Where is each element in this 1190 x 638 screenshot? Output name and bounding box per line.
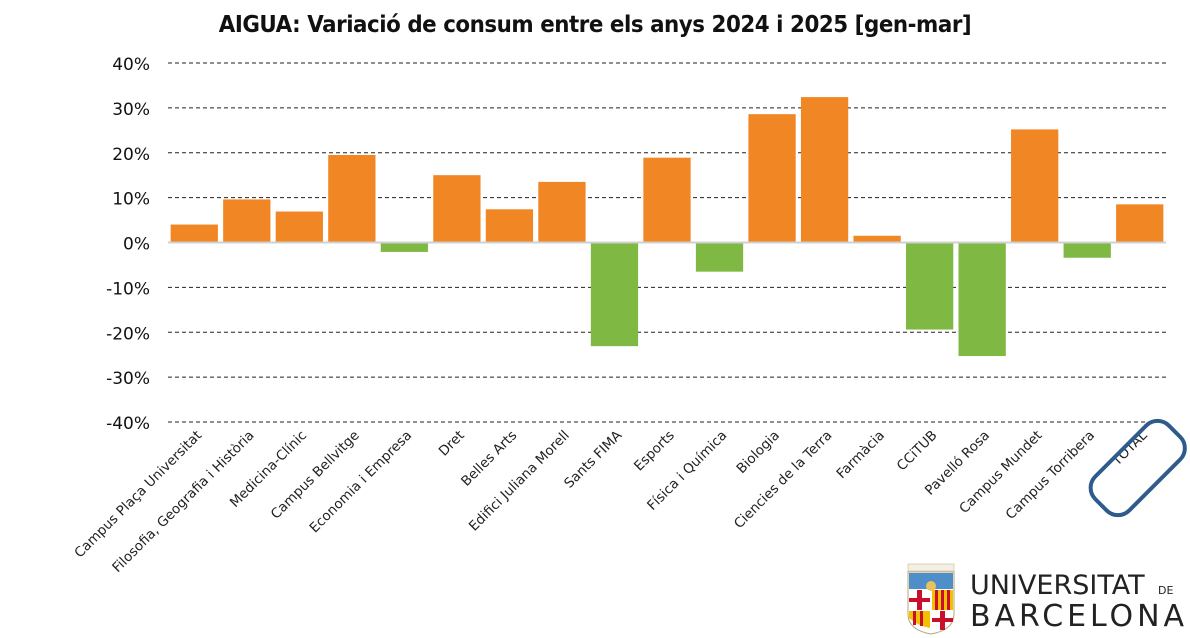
y-tick-label: 40% bbox=[112, 55, 150, 75]
bar bbox=[800, 97, 849, 243]
bar bbox=[275, 211, 323, 243]
x-tick-label: Economia i Empresa bbox=[307, 428, 416, 537]
bar bbox=[853, 235, 901, 243]
logo-line1-suffix: DE bbox=[1158, 584, 1173, 597]
bar bbox=[958, 242, 1006, 357]
bar bbox=[538, 181, 586, 243]
x-tick-label: Esports bbox=[631, 428, 678, 475]
chart-title: AIGUA: Variació de consum entre els anys… bbox=[218, 12, 972, 38]
x-tick-label: Sants FIMA bbox=[561, 427, 626, 492]
y-tick-label: -40% bbox=[106, 414, 150, 434]
x-tick-label: Farmàcia bbox=[833, 428, 887, 482]
logo-line2: BARCELONA bbox=[970, 599, 1184, 634]
bar bbox=[1011, 129, 1059, 243]
bar bbox=[223, 199, 271, 243]
logo-line1: UNIVERSITAT bbox=[970, 570, 1145, 601]
bar bbox=[643, 157, 691, 243]
x-tick-label: Campus Bellvitge bbox=[268, 428, 363, 523]
y-tick-label: 10% bbox=[112, 190, 150, 210]
total-highlight-outline bbox=[1088, 418, 1187, 518]
bar bbox=[485, 209, 534, 243]
bar bbox=[1063, 242, 1111, 258]
bar bbox=[170, 224, 218, 243]
bar bbox=[905, 242, 954, 330]
bar bbox=[433, 175, 481, 243]
bar bbox=[695, 242, 744, 272]
university-logo: UNIVERSITAT DE BARCELONA bbox=[907, 563, 1184, 635]
y-tick-label: 0% bbox=[123, 235, 150, 255]
x-tick-label: Ciencies de la Terra bbox=[731, 428, 835, 532]
bar bbox=[1116, 204, 1164, 243]
x-tick-label: CCiTUB bbox=[894, 428, 941, 475]
y-tick-label: -10% bbox=[106, 279, 150, 299]
x-tick-label: Campus Torribera bbox=[1003, 428, 1098, 523]
y-tick-label: -30% bbox=[106, 369, 150, 389]
bar bbox=[380, 242, 429, 252]
bar bbox=[748, 114, 796, 243]
x-tick-label: Dret bbox=[436, 428, 468, 460]
x-tick-label: TOTAL bbox=[1108, 427, 1151, 470]
bar bbox=[590, 242, 639, 347]
y-tick-label: 20% bbox=[112, 145, 150, 165]
y-tick-label: 30% bbox=[112, 100, 150, 120]
y-tick-label: -20% bbox=[106, 324, 150, 344]
university-shield-icon bbox=[907, 563, 955, 635]
x-tick-label: Edifici Juliana Morell bbox=[466, 428, 573, 535]
x-tick-label: Biologia bbox=[733, 428, 782, 477]
bar bbox=[328, 154, 376, 243]
